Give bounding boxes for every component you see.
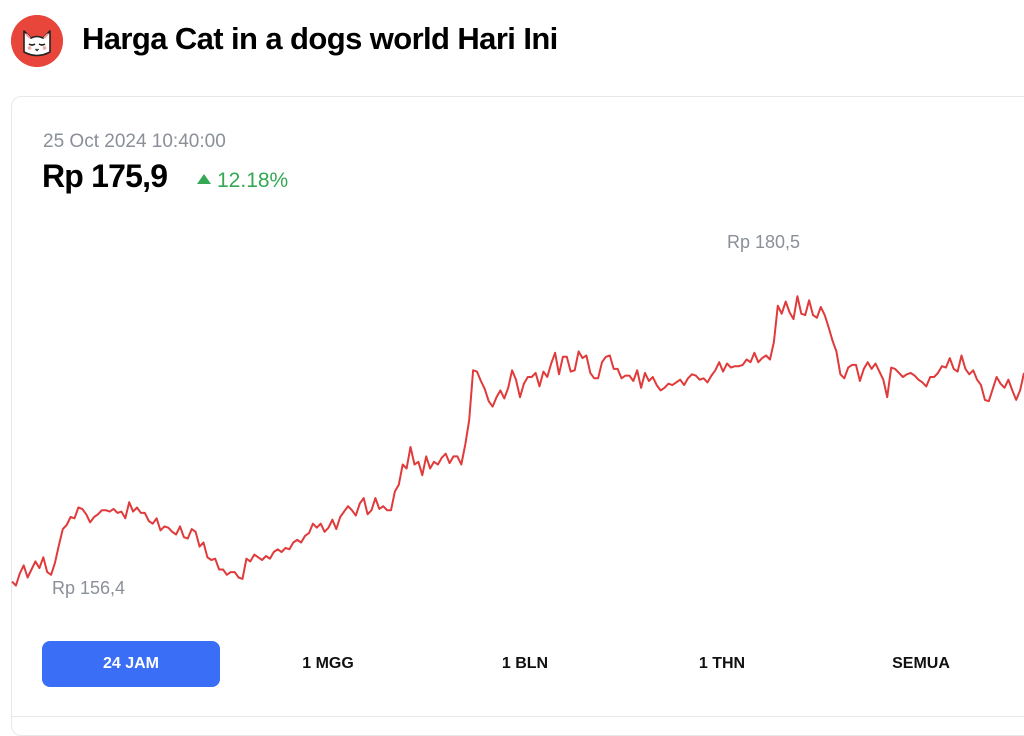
chart-low-label: Rp 156,4 bbox=[52, 578, 126, 598]
page-title: Harga Cat in a dogs world Hari Ini bbox=[82, 21, 558, 56]
price-series-line bbox=[11, 295, 1024, 587]
header: Harga Cat in a dogs world Hari Ini bbox=[0, 0, 1024, 84]
tab-1-mgg[interactable]: 1 MGG bbox=[302, 655, 354, 672]
tab-24-jam[interactable]: 24 JAM bbox=[42, 641, 220, 687]
tab-1-bln[interactable]: 1 BLN bbox=[501, 655, 549, 672]
timestamp: 25 Oct 2024 10:40:00 bbox=[43, 131, 226, 152]
time-range-tabs: 24 JAM 1 MGG 1 BLN 1 THN SEMUA bbox=[42, 641, 1024, 687]
price-change-value: 12.18% bbox=[217, 169, 289, 192]
current-price: Rp 175,9 bbox=[42, 158, 168, 194]
chart-high-label: Rp 180,5 bbox=[727, 232, 801, 252]
price-change: 12.18% bbox=[197, 169, 288, 193]
price-card bbox=[11, 96, 1024, 736]
tab-semua[interactable]: SEMUA bbox=[892, 655, 950, 672]
triangle-up-icon bbox=[197, 174, 211, 184]
cat-face-icon-graphic bbox=[11, 15, 63, 67]
card-bottom-divider bbox=[11, 716, 1024, 717]
tab-1-thn[interactable]: 1 THN bbox=[698, 655, 746, 672]
cat-face-icon bbox=[11, 15, 63, 67]
